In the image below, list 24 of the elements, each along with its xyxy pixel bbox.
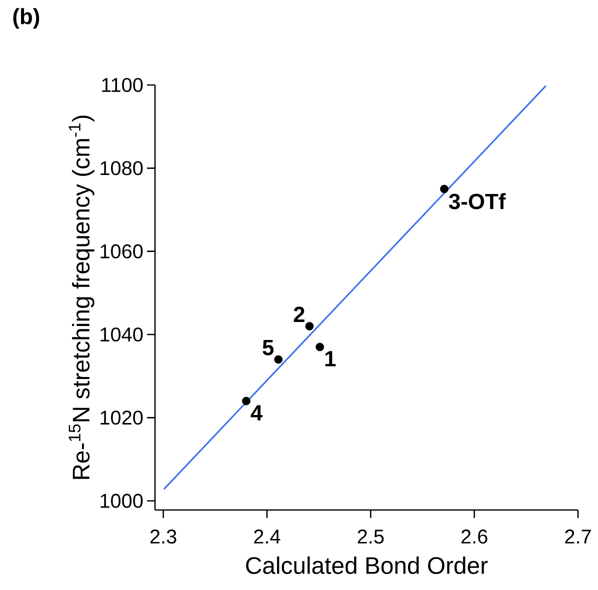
point <box>316 342 324 352</box>
x-tick-label: 2.7 <box>565 530 591 544</box>
x-tick-label: 2.6 <box>461 530 488 544</box>
y-tick-label: 1080 <box>100 161 143 176</box>
point <box>274 355 283 364</box>
chart-title: (b) <box>13 8 40 29</box>
annotation: 2 <box>294 306 304 322</box>
annotation: 4 <box>250 405 263 420</box>
y-tick-label: 1100 <box>102 78 143 92</box>
y-tick-label: 1040 <box>100 327 143 342</box>
annotation: 1 <box>325 351 336 366</box>
y-tick-label: 1020 <box>100 410 143 425</box>
y-axis-title: Re-$^{15}$N stretching frequency (cm$^{-1}$) <box>68 116 94 479</box>
x-tick-label: 2.4 <box>254 530 280 544</box>
point <box>305 322 314 330</box>
annotation: 5 <box>262 340 274 356</box>
x-tick-label: 2.3 <box>150 530 176 544</box>
annotation: 3-OTf <box>448 193 506 210</box>
point <box>440 184 448 194</box>
y-tick-label: 1060 <box>100 244 143 258</box>
y-tick-label: 1000 <box>100 494 143 508</box>
x-tick-label: 2.5 <box>358 530 384 544</box>
x-axis-title: Calculated Bond Order <box>246 556 488 574</box>
point <box>242 396 250 406</box>
